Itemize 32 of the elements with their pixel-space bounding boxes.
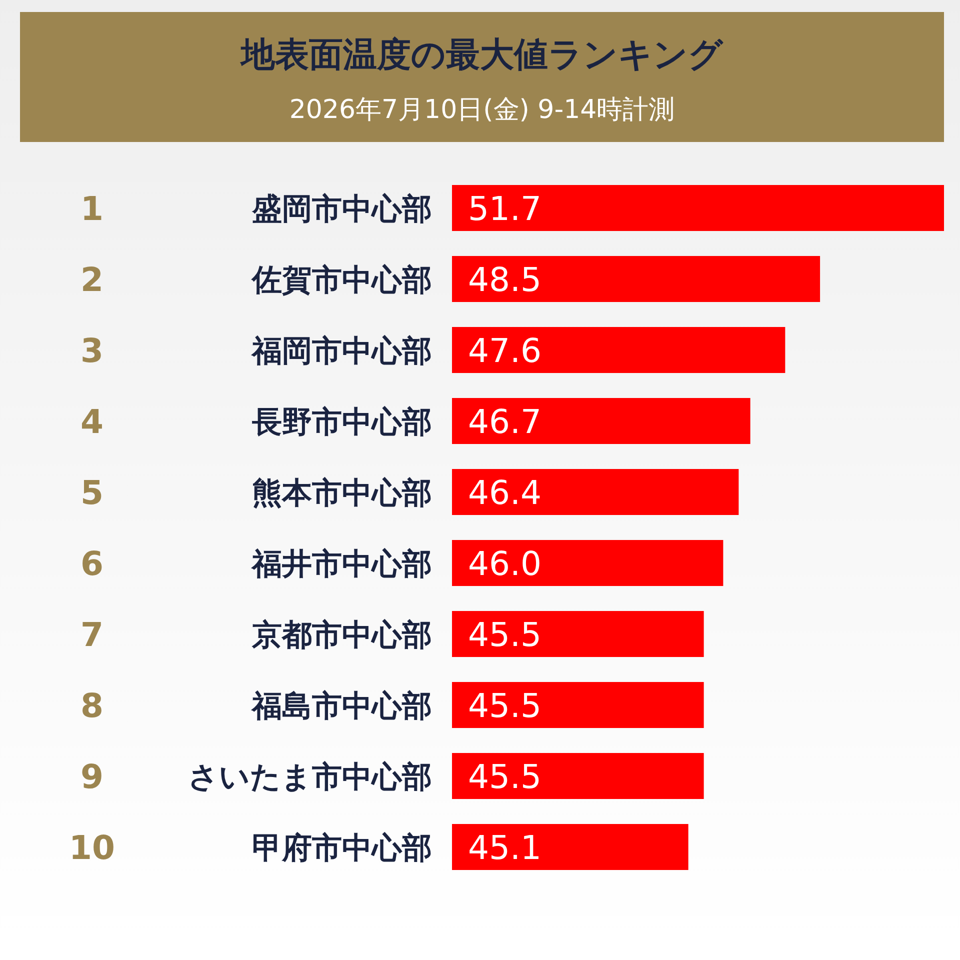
- data-label: 51.7: [468, 189, 542, 228]
- text: 1: [80, 189, 104, 228]
- data-label: 45.5: [468, 757, 542, 796]
- y-tick-label: 福島市中心部: [250, 689, 432, 724]
- y-tick-label: 福岡市中心部: [250, 334, 432, 369]
- y-tick-label: 京都市中心部: [251, 618, 432, 653]
- text: 7: [80, 615, 104, 654]
- y-tick-label: 甲府市中心部: [252, 831, 432, 866]
- text: 8: [80, 686, 104, 725]
- y-tick-label: 長野市中心部: [251, 405, 432, 440]
- data-label: 48.5: [468, 260, 542, 299]
- chart-subtitle: 2026年7月10日(金) 9-14時計測: [289, 95, 675, 125]
- data-label: 45.5: [468, 615, 542, 654]
- y-tick-label: さいたま市中心部: [188, 760, 432, 795]
- data-label: 46.0: [468, 544, 542, 583]
- text: 5: [80, 473, 104, 512]
- text: 10: [69, 828, 115, 867]
- y-tick-label: 佐賀市中心部: [251, 263, 432, 298]
- text: 9: [80, 757, 104, 796]
- chart-title: 地表面温度の最大値ランキング: [239, 35, 724, 75]
- data-label: 47.6: [468, 331, 542, 370]
- data-label: 46.7: [468, 402, 542, 441]
- text: 3: [80, 331, 104, 370]
- data-label: 46.4: [468, 473, 542, 512]
- text: 2: [80, 260, 104, 299]
- y-tick-label: 熊本市中心部: [252, 476, 432, 511]
- data-label: 45.5: [468, 686, 542, 725]
- text: 4: [80, 402, 104, 441]
- y-tick-label: 福井市中心部: [250, 547, 432, 582]
- data-label: 45.1: [468, 828, 542, 867]
- y-tick-label: 盛岡市中心部: [251, 192, 432, 227]
- text: 6: [80, 544, 104, 583]
